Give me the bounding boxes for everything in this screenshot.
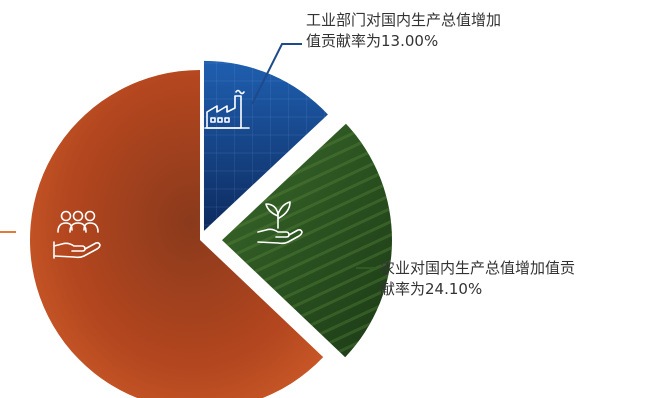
- people-hand-icon: [53, 210, 101, 259]
- leader-line-industry: [251, 43, 302, 105]
- industry-label-line-1: 工业部门对国内生产总值增加: [306, 11, 502, 29]
- agriculture-label-line-2: 献率为24.10%: [380, 280, 483, 298]
- pie-slice-services: [30, 70, 324, 398]
- industry-slice-label: 工业部门对国内生产总值增加 值贡献率为13.00%: [306, 10, 501, 52]
- agriculture-slice-label: 农业对国内生产总值增加值贡 献率为24.10%: [380, 258, 575, 300]
- agriculture-label-line-1: 农业对国内生产总值增加值贡: [380, 259, 576, 277]
- industry-label-line-2: 值贡献率为13.00%: [306, 32, 439, 50]
- pie-slice-agriculture-texture: [221, 123, 392, 358]
- plant-hand-icon: [257, 201, 303, 245]
- factory-icon: [204, 89, 250, 129]
